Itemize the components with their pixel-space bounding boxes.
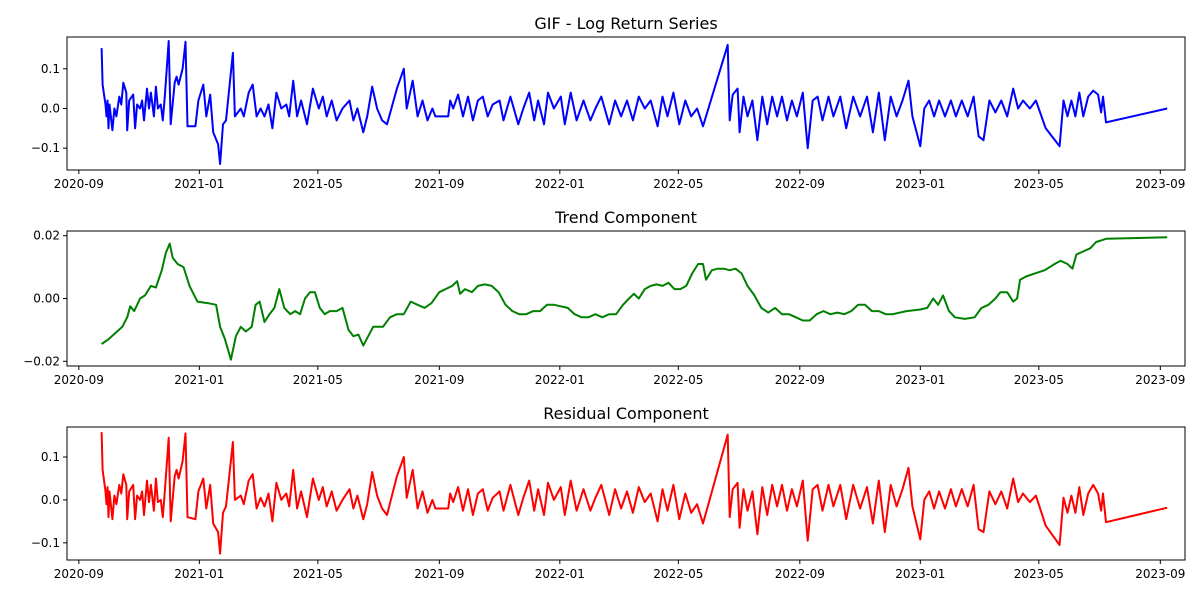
y-tick-label: 0.1 <box>41 450 60 464</box>
x-tick-label: 2021-05 <box>293 373 343 387</box>
x-tick-label: 2021-05 <box>293 567 343 581</box>
x-tick-label: 2021-09 <box>414 177 464 191</box>
y-tick-label: 0.00 <box>33 292 60 306</box>
x-tick-label: 2023-01 <box>895 567 945 581</box>
x-tick-label: 2023-09 <box>1135 177 1185 191</box>
x-tick-label: 2022-05 <box>653 373 703 387</box>
x-tick-label: 2023-09 <box>1135 373 1185 387</box>
chart-title: Residual Component <box>543 404 709 423</box>
chart-panel-3: Residual Component 0.1 0.0 −0.1 2020-09 2021-… <box>31 404 1186 581</box>
x-tick-label: 2023-05 <box>1014 177 1064 191</box>
x-tick-label: 2020-09 <box>54 177 104 191</box>
x-tick-label: 2021-09 <box>414 567 464 581</box>
x-tick-label: 2023-01 <box>895 373 945 387</box>
x-tick-label: 2023-01 <box>895 177 945 191</box>
axes-frame <box>66 36 1186 171</box>
chart-panel-1: GIF - Log Return Series 0.1 0.0 −0.1 2020-09… <box>31 14 1186 191</box>
y-tick-label: −0.1 <box>31 536 60 550</box>
x-tick-label: 2022-01 <box>535 373 585 387</box>
x-tick-label: 2020-09 <box>54 567 104 581</box>
y-tick-label: 0.02 <box>33 229 60 243</box>
x-tick-label: 2020-09 <box>54 373 104 387</box>
chart-panel-2: Trend Component 0.02 0.00 −0.02 2020-09 2021-… <box>23 208 1186 387</box>
x-tick-label: 2022-01 <box>535 567 585 581</box>
x-tick-label: 2022-09 <box>775 177 825 191</box>
y-tick-label: −0.02 <box>23 354 60 368</box>
x-tick-label: 2021-01 <box>174 567 224 581</box>
axes-frame <box>66 426 1186 561</box>
y-tick-label: 0.1 <box>41 62 60 76</box>
x-tick-label: 2023-09 <box>1135 567 1185 581</box>
chart-title: GIF - Log Return Series <box>534 14 717 33</box>
x-tick-label: 2021-09 <box>414 373 464 387</box>
x-tick-label: 2022-09 <box>775 567 825 581</box>
x-tick-label: 2023-05 <box>1014 373 1064 387</box>
y-tick-label: 0.0 <box>41 493 60 507</box>
x-tick-label: 2021-01 <box>174 373 224 387</box>
series-line <box>100 432 1168 555</box>
x-tick-label: 2022-01 <box>535 177 585 191</box>
x-tick-label: 2022-09 <box>775 373 825 387</box>
x-tick-label: 2021-05 <box>293 177 343 191</box>
y-tick-label: −0.1 <box>31 141 60 155</box>
series-line <box>100 40 1168 165</box>
chart-title: Trend Component <box>554 208 697 227</box>
x-tick-label: 2022-05 <box>653 567 703 581</box>
y-tick-label: 0.0 <box>41 101 60 115</box>
x-tick-label: 2021-01 <box>174 177 224 191</box>
series-line <box>101 236 1168 361</box>
x-tick-label: 2023-05 <box>1014 567 1064 581</box>
x-tick-label: 2022-05 <box>653 177 703 191</box>
